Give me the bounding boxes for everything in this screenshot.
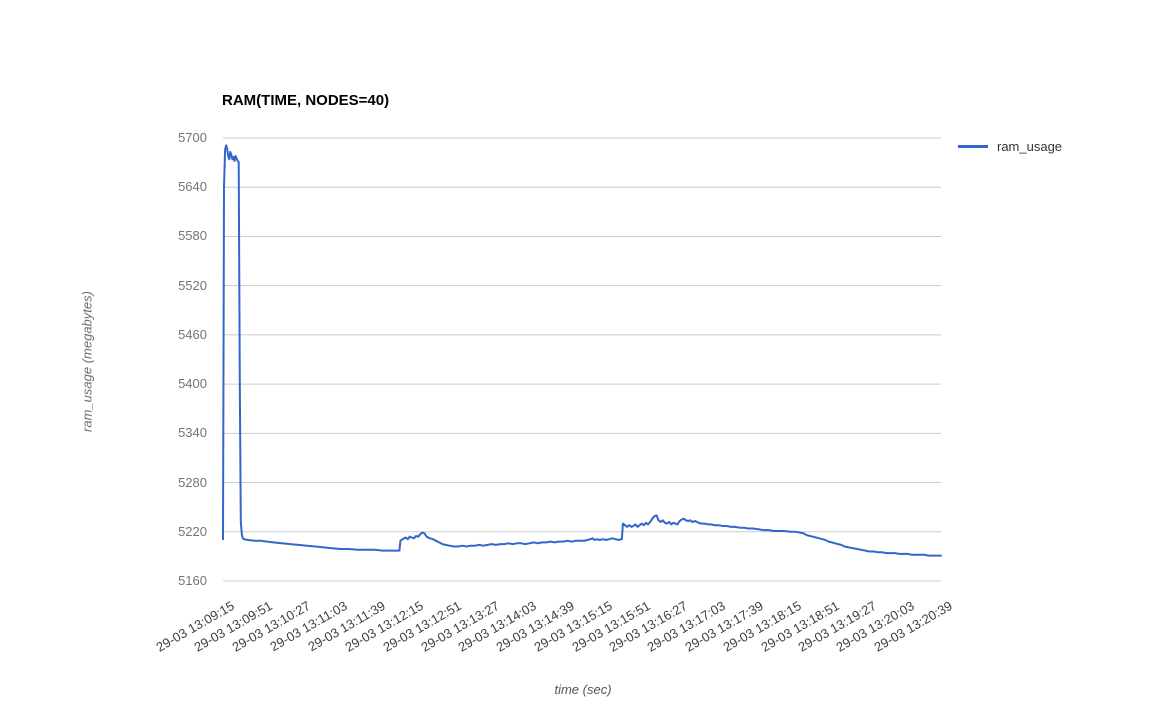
y-tick-label: 5220 [178, 523, 207, 539]
y-tick-label: 5340 [178, 425, 207, 441]
x-axis-title: time (sec) [554, 682, 612, 697]
y-tick-label: 5400 [178, 376, 207, 392]
chart-title: RAM(TIME, NODES=40) [222, 92, 390, 109]
legend-line-swatch [958, 145, 988, 148]
y-axis-title: ram_usage (megabytes) [79, 291, 95, 432]
legend-label: ram_usage [997, 139, 1063, 154]
y-tick-label: 5640 [178, 179, 207, 195]
legend: ram_usage [958, 139, 1062, 154]
y-tick-label: 5520 [178, 277, 207, 293]
y-tick-label: 5160 [178, 573, 207, 588]
y-tick-label: 5580 [178, 228, 207, 244]
y-tick-label: 5280 [178, 474, 207, 490]
y-tick-label: 5700 [178, 130, 207, 145]
series-line-ram_usage [222, 144, 942, 557]
y-tick-label: 5460 [178, 326, 207, 342]
